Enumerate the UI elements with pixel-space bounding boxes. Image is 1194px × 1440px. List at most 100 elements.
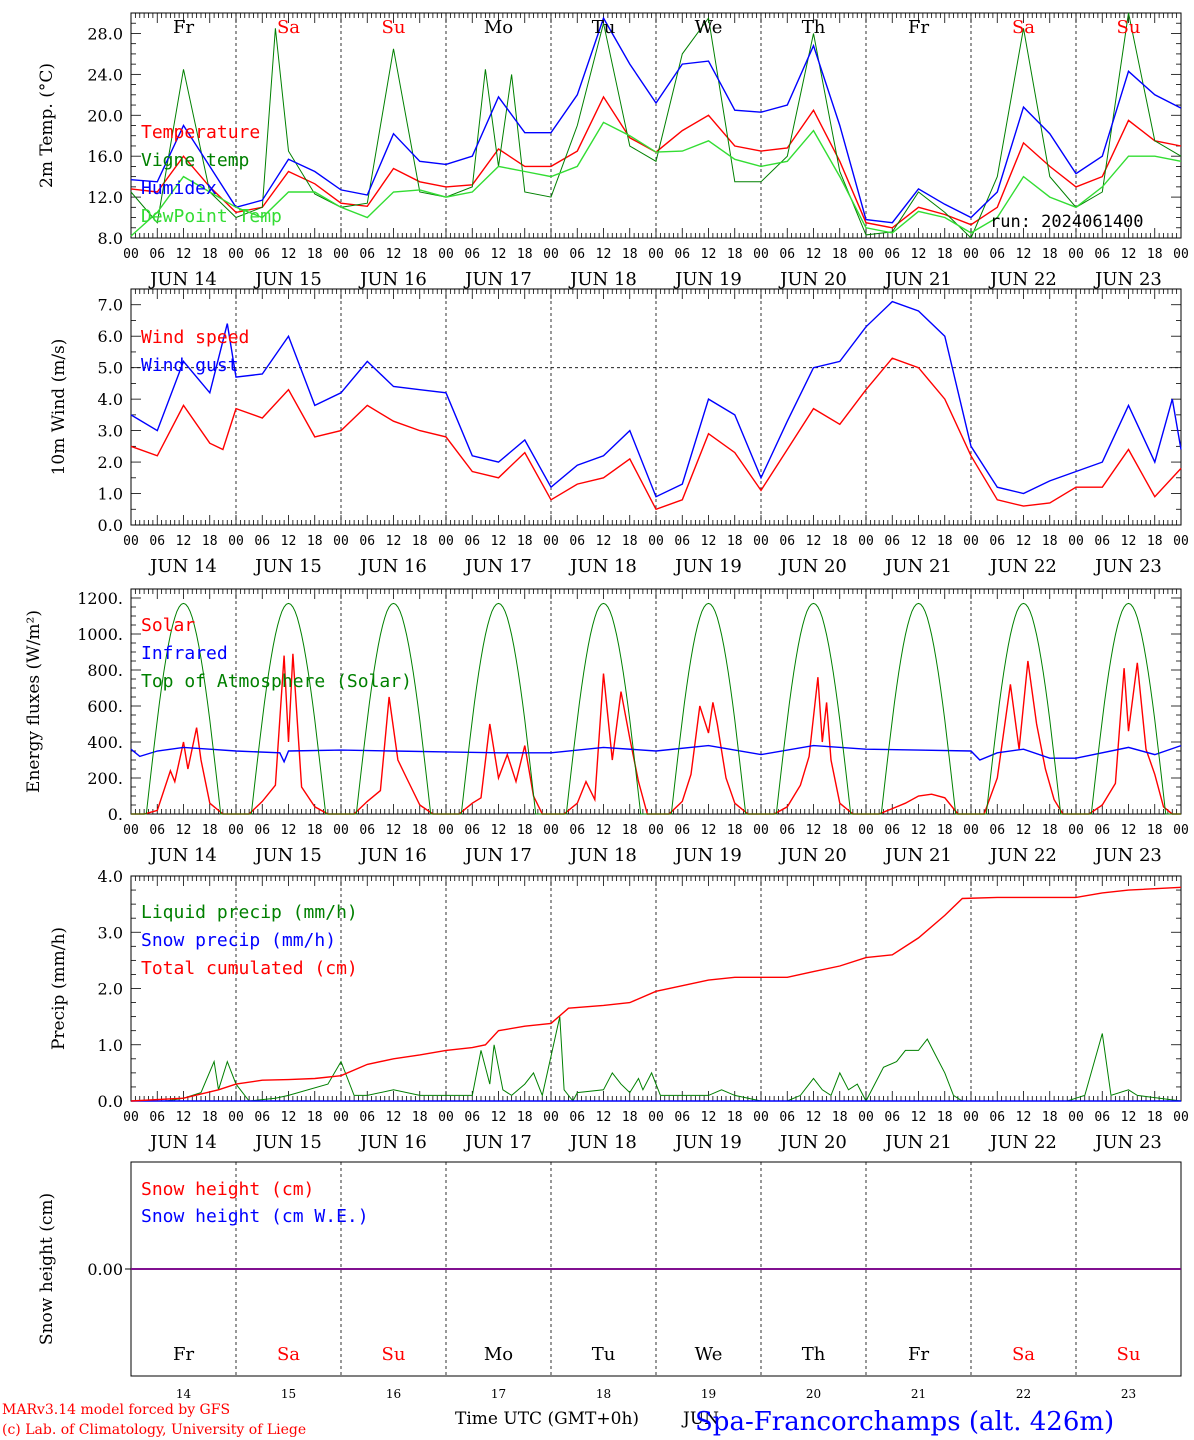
- date-label: JUN 16: [358, 556, 427, 577]
- weekday-label: Sa: [277, 1344, 300, 1365]
- date-label: JUN 23: [1093, 845, 1162, 866]
- hour-tick-label: 18: [937, 1110, 953, 1125]
- hour-tick-label: 12: [1121, 247, 1137, 262]
- y-tick-label: 24.0: [87, 65, 123, 84]
- series-line-wind-gust: [130, 300, 1182, 498]
- hour-tick-label: 00: [438, 823, 454, 838]
- hour-tick-label: 00: [1068, 247, 1084, 262]
- time-axis-label: Time UTC (GMT+0h): [455, 1409, 639, 1429]
- date-label: JUN 15: [253, 556, 322, 577]
- hour-tick-label: 00: [123, 823, 139, 838]
- weekday-label: Mo: [484, 17, 513, 38]
- hour-tick-label: 18: [412, 1110, 428, 1125]
- hour-tick-label: 06: [359, 534, 375, 549]
- hour-tick-label: 12: [176, 1110, 192, 1125]
- hour-tick-label: 18: [1147, 1110, 1163, 1125]
- date-label: JUN 19: [673, 845, 742, 866]
- hour-tick-label: 12: [386, 534, 402, 549]
- hour-tick-label: 12: [1121, 534, 1137, 549]
- date-label: JUN 15: [253, 1132, 322, 1153]
- legend-entry: Wind speed: [141, 327, 249, 348]
- hour-tick-label: 12: [1016, 247, 1032, 262]
- date-label: JUN 18: [568, 1132, 637, 1153]
- day-number-label: 18: [596, 1387, 611, 1401]
- hour-tick-label: 00: [333, 823, 349, 838]
- hour-tick-label: 00: [228, 1110, 244, 1125]
- hour-tick-label: 06: [989, 1110, 1005, 1125]
- date-label: JUN 21: [883, 845, 952, 866]
- hour-tick-label: 12: [911, 534, 927, 549]
- day-number-label: 22: [1016, 1387, 1031, 1401]
- hour-tick-label: 18: [307, 534, 323, 549]
- chart-panel-3: 0. 200. 400. 600. 800. 1000. 1200. Energy fluxe…: [24, 588, 1189, 866]
- legend-entry: Infrared: [141, 643, 228, 664]
- date-label: JUN 21: [883, 1132, 952, 1153]
- hour-tick-label: 06: [149, 1110, 165, 1125]
- station-title: Spa-Francorchamps (alt. 426m): [695, 1407, 1114, 1437]
- hour-tick-label: 06: [884, 534, 900, 549]
- y-tick-label: 600.: [87, 697, 123, 716]
- weekday-label: Th: [802, 1344, 826, 1365]
- y-tick-label: 20.0: [87, 106, 123, 125]
- hour-tick-label: 00: [333, 247, 349, 262]
- hour-tick-label: 06: [464, 247, 480, 262]
- hour-tick-label: 06: [779, 247, 795, 262]
- y-tick-label: 6.0: [98, 327, 123, 346]
- y-tick-label: 1200.: [77, 589, 123, 608]
- y-tick-label: 8.0: [98, 229, 123, 248]
- series-line-vigne-temp: [130, 12, 1182, 239]
- y-axis-label: Energy fluxes (W/m²): [24, 610, 44, 793]
- hour-tick-label: 06: [1094, 823, 1110, 838]
- hour-tick-label: 12: [911, 1110, 927, 1125]
- series-line-wind-speed: [130, 357, 1182, 511]
- hour-tick-label: 18: [622, 823, 638, 838]
- hour-tick-label: 12: [491, 1110, 507, 1125]
- hour-tick-label: 00: [648, 534, 664, 549]
- hour-tick-label: 06: [779, 534, 795, 549]
- weekday-label: Fr: [908, 17, 929, 38]
- hour-tick-label: 12: [491, 534, 507, 549]
- date-label: JUN 17: [463, 1132, 532, 1153]
- hour-tick-label: 00: [1173, 534, 1189, 549]
- time-axis-month: JUN: [681, 1409, 719, 1429]
- date-label: JUN 18: [568, 269, 637, 290]
- date-label: JUN 18: [568, 556, 637, 577]
- day-number-label: 19: [701, 1387, 716, 1401]
- hour-tick-label: 18: [202, 1110, 218, 1125]
- day-number-label: 20: [806, 1387, 821, 1401]
- hour-tick-label: 00: [1173, 1110, 1189, 1125]
- hour-tick-label: 00: [543, 247, 559, 262]
- hour-tick-label: 12: [806, 823, 822, 838]
- hour-tick-label: 06: [989, 534, 1005, 549]
- hour-tick-label: 06: [779, 1110, 795, 1125]
- hour-tick-label: 06: [1094, 1110, 1110, 1125]
- hour-tick-label: 06: [359, 1110, 375, 1125]
- hour-tick-label: 00: [963, 1110, 979, 1125]
- hour-tick-label: 06: [884, 823, 900, 838]
- y-tick-label: 0.: [108, 805, 123, 824]
- hour-tick-label: 12: [806, 1110, 822, 1125]
- hour-tick-label: 18: [832, 247, 848, 262]
- hour-tick-label: 18: [937, 247, 953, 262]
- hour-tick-label: 12: [386, 823, 402, 838]
- hour-tick-label: 00: [963, 823, 979, 838]
- date-label: JUN 23: [1093, 269, 1162, 290]
- legend-entry: Liquid precip (mm/h): [141, 902, 358, 923]
- weekday-label: Fr: [908, 1344, 929, 1365]
- run-annotation: run: 2024061400: [990, 212, 1144, 232]
- series-line-total-cumulated-cm-: [130, 886, 1182, 1102]
- series-line-liquid-precip-mm-h-: [131, 1016, 1182, 1103]
- hour-tick-label: 18: [517, 534, 533, 549]
- hour-tick-label: 18: [832, 534, 848, 549]
- date-label: JUN 22: [988, 1132, 1057, 1153]
- hour-tick-label: 06: [464, 534, 480, 549]
- y-tick-label: 28.0: [87, 24, 123, 43]
- series-line-dewpoint-temp: [130, 121, 1182, 237]
- hour-tick-label: 18: [412, 247, 428, 262]
- date-label: JUN 19: [673, 1132, 742, 1153]
- date-label: JUN 22: [988, 269, 1057, 290]
- hour-tick-label: 12: [701, 247, 717, 262]
- hour-tick-label: 12: [491, 247, 507, 262]
- day-number-label: 14: [176, 1387, 192, 1401]
- hour-tick-label: 06: [359, 247, 375, 262]
